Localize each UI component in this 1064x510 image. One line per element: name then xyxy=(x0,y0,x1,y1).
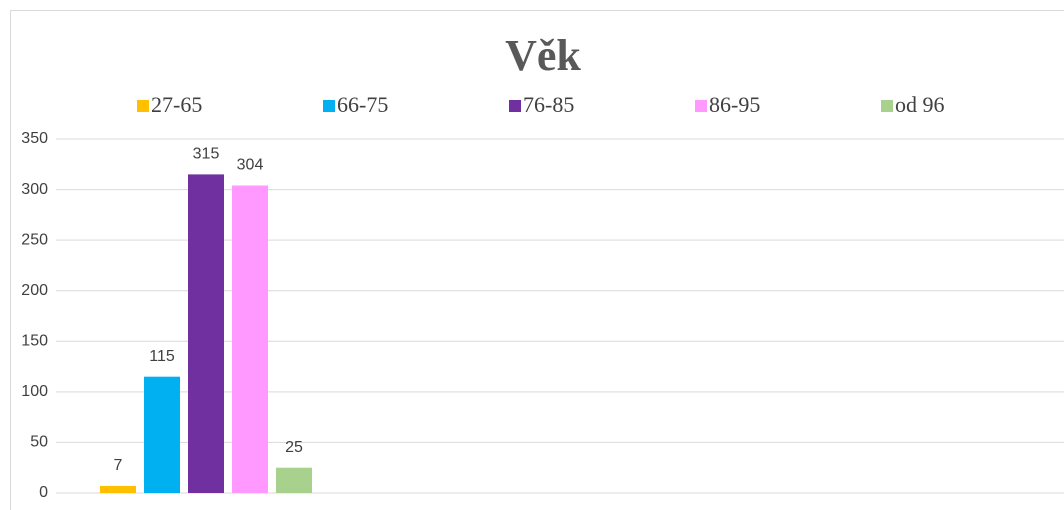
y-tick-label: 300 xyxy=(21,181,48,198)
bar xyxy=(144,376,180,493)
legend-swatch xyxy=(509,100,521,112)
y-tick-label: 150 xyxy=(21,333,48,350)
legend-label: od 96 xyxy=(895,92,945,117)
bar xyxy=(232,185,268,494)
data-label: 304 xyxy=(237,157,264,174)
y-tick-label: 50 xyxy=(30,434,48,451)
y-tick-label: 350 xyxy=(21,130,48,147)
legend-label: 86-95 xyxy=(709,92,760,117)
legend-swatch xyxy=(695,100,707,112)
chart-border xyxy=(10,10,1064,510)
legend-swatch xyxy=(137,100,149,112)
y-tick-label: 200 xyxy=(21,282,48,299)
data-label: 115 xyxy=(149,348,175,365)
legend-label: 27-65 xyxy=(151,92,202,117)
y-tick-label: 0 xyxy=(39,484,48,501)
legend-label: 76-85 xyxy=(523,92,574,117)
data-label: 25 xyxy=(285,439,303,456)
legend-swatch xyxy=(881,100,893,112)
y-tick-label: 250 xyxy=(21,231,48,248)
bar xyxy=(100,485,136,493)
bar xyxy=(276,467,312,493)
data-label: 315 xyxy=(193,146,220,163)
bar xyxy=(188,174,224,493)
legend-label: 66-75 xyxy=(337,92,388,117)
chart-title: Věk xyxy=(505,31,581,80)
data-label: 7 xyxy=(114,457,123,474)
legend-swatch xyxy=(323,100,335,112)
y-tick-label: 100 xyxy=(21,383,48,400)
